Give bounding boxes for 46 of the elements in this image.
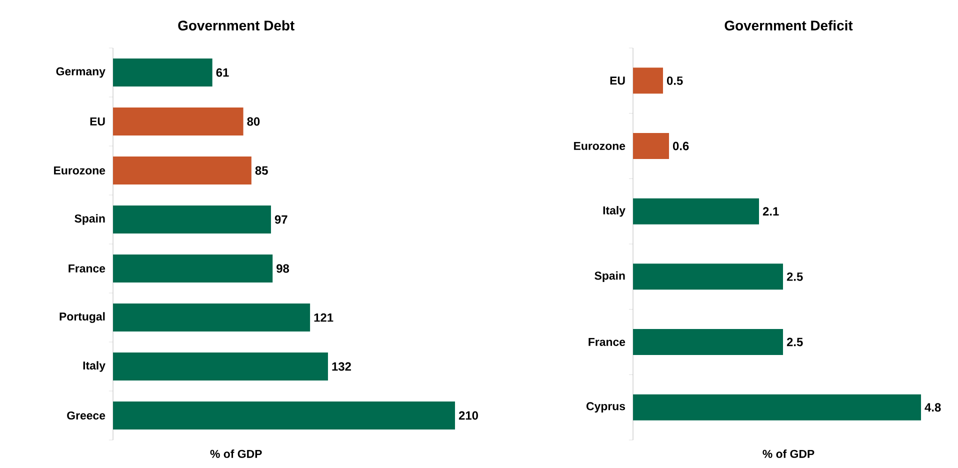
bar xyxy=(113,206,271,234)
x-axis-title: % of GDP xyxy=(210,450,262,458)
data-label: 2.5 xyxy=(786,338,803,346)
y-tick-label: France xyxy=(68,264,106,272)
y-tick-label: Eurozone xyxy=(574,142,626,150)
data-label: 97 xyxy=(274,215,288,224)
bar xyxy=(633,133,670,160)
data-label: 85 xyxy=(255,166,268,175)
data-label: 0.6 xyxy=(672,142,689,150)
data-label: 61 xyxy=(216,68,229,77)
y-tick-label: Portugal xyxy=(60,312,105,323)
bar xyxy=(633,264,784,290)
y-tick-label: Spain xyxy=(74,214,105,225)
data-label: 210 xyxy=(458,411,478,420)
data-label: 80 xyxy=(247,117,260,126)
bar xyxy=(113,254,273,283)
data-label: 4.8 xyxy=(924,403,941,412)
y-tick-label: EU xyxy=(610,76,625,85)
data-label: 0.5 xyxy=(666,76,683,85)
bar xyxy=(113,402,456,430)
data-label: 2.1 xyxy=(762,207,779,216)
bar xyxy=(113,304,310,332)
bar xyxy=(633,329,784,356)
y-tick-label: Greece xyxy=(67,411,106,420)
bar xyxy=(633,68,664,94)
y-tick-label: Spain xyxy=(594,271,625,282)
bar xyxy=(633,394,922,420)
chart-title: Government Debt xyxy=(178,20,294,30)
x-axis-title: % of GDP xyxy=(762,450,814,458)
data-label: 121 xyxy=(314,313,334,322)
y-tick-label: France xyxy=(588,338,626,346)
bar xyxy=(633,198,760,224)
chart-title: Government Deficit xyxy=(724,20,853,30)
y-tick-label: Germany xyxy=(56,67,106,78)
y-tick-label: Cyprus xyxy=(586,402,626,413)
y-tick-label: Italy xyxy=(603,206,626,217)
data-label: 98 xyxy=(276,264,290,273)
bar xyxy=(113,352,328,381)
data-label: 132 xyxy=(332,362,351,371)
bar xyxy=(113,108,244,136)
data-label: 2.5 xyxy=(786,272,803,281)
y-tick-label: Eurozone xyxy=(54,166,106,174)
y-tick-label: Italy xyxy=(83,361,106,372)
bar xyxy=(113,58,212,86)
y-tick-label: EU xyxy=(90,118,105,126)
bar xyxy=(113,156,252,185)
